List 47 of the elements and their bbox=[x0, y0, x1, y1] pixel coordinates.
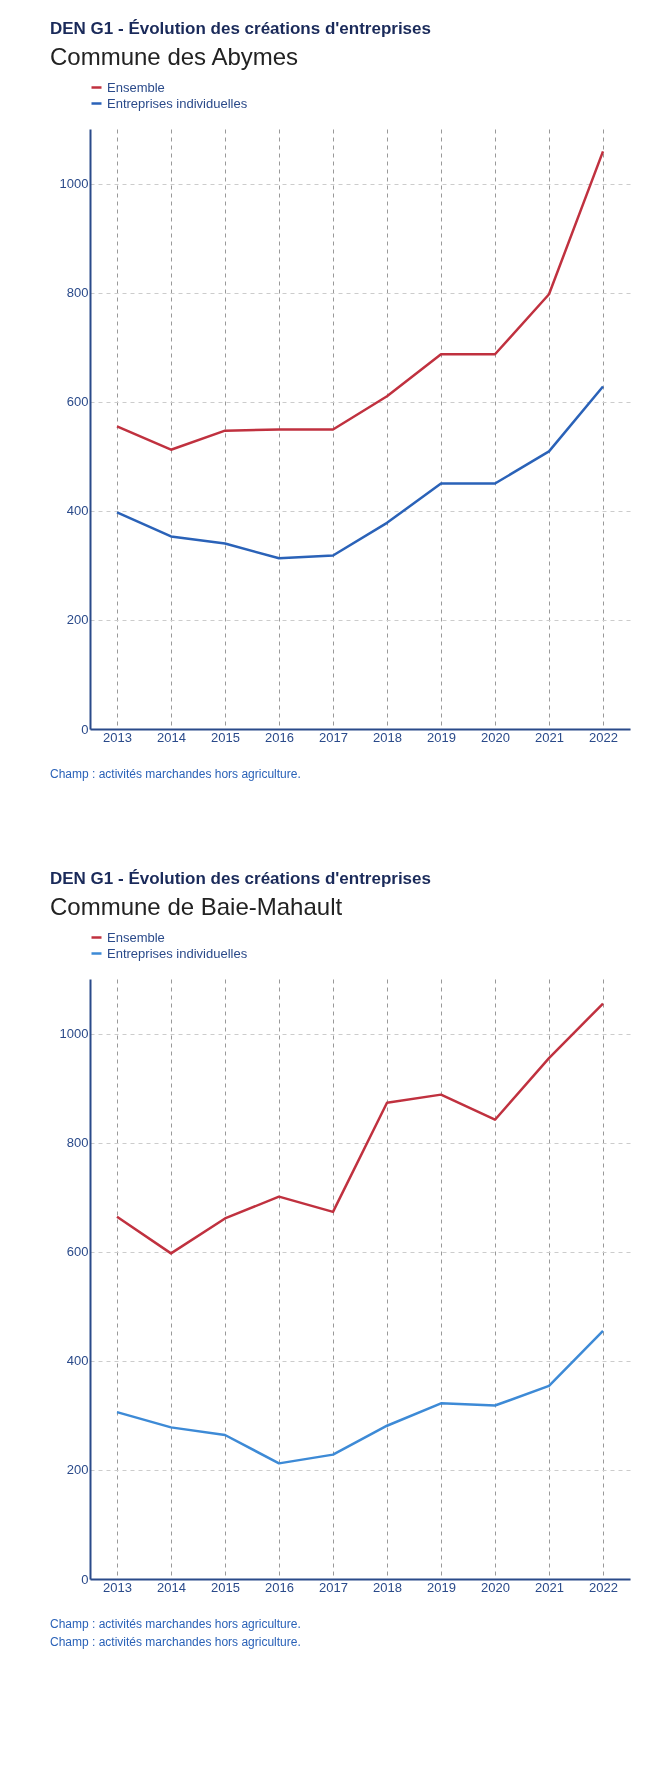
text: Champ : activités marchandes hors agriculture. bbox=[50, 767, 301, 781]
x-tick-label: 2015 bbox=[211, 729, 240, 745]
x-tick-label: 2013 bbox=[103, 729, 132, 745]
x-tick-label: 2020 bbox=[481, 729, 510, 745]
y-tick-label: 200 bbox=[66, 612, 89, 628]
y-tick-label: 400 bbox=[66, 503, 89, 519]
chart-title: DEN G1 - Évolution des créations d'entreprises bbox=[50, 19, 431, 38]
line-series bbox=[115, 1329, 605, 1465]
legend-label: Entreprises individuelles bbox=[107, 945, 248, 961]
y-tick-label: 400 bbox=[66, 1353, 89, 1369]
x-tick-label: 2017 bbox=[319, 1579, 348, 1595]
x-tick-label: 2014 bbox=[157, 729, 186, 745]
x-tick-label: 2014 bbox=[157, 1579, 186, 1595]
chart-subtitle: Commune de Baie-Mahault bbox=[50, 893, 343, 920]
y-tick-label: 600 bbox=[66, 394, 89, 410]
x-tick-label: 2018 bbox=[373, 729, 402, 745]
x-tick-label: 2018 bbox=[373, 1579, 402, 1595]
x-tick-label: 2016 bbox=[265, 729, 294, 745]
line-series bbox=[115, 1002, 605, 1255]
text: Champ : activités marchandes hors agriculture. bbox=[50, 1635, 301, 1649]
chart-title: DEN G1 - Évolution des créations d'entreprises bbox=[50, 869, 431, 888]
legend-label: Ensemble bbox=[107, 79, 165, 95]
x-tick-label: 2022 bbox=[589, 1579, 618, 1595]
legend-label: Ensemble bbox=[107, 929, 165, 945]
x-tick-label: 2021 bbox=[535, 729, 564, 745]
x-tick-label: 2022 bbox=[589, 729, 618, 745]
y-tick-label: 1000 bbox=[59, 1026, 89, 1042]
x-tick-label: 2019 bbox=[427, 729, 456, 745]
x-tick-label: 2021 bbox=[535, 1579, 564, 1595]
legend-label: Entreprises individuelles bbox=[107, 95, 248, 111]
y-tick-label: 1000 bbox=[59, 176, 89, 192]
x-tick-label: 2015 bbox=[211, 1579, 240, 1595]
chart-subtitle: Commune des Abymes bbox=[50, 43, 299, 70]
line-series bbox=[115, 150, 605, 451]
x-tick-label: 2016 bbox=[265, 1579, 294, 1595]
x-tick-label: 2017 bbox=[319, 729, 348, 745]
x-tick-label: 2013 bbox=[103, 1579, 132, 1595]
y-tick-label: 600 bbox=[66, 1244, 89, 1260]
y-tick-label: 800 bbox=[66, 1135, 89, 1151]
x-tick-label: 2019 bbox=[427, 1579, 456, 1595]
y-tick-label: 0 bbox=[81, 1571, 89, 1587]
y-tick-label: 200 bbox=[66, 1462, 89, 1478]
y-tick-label: 0 bbox=[81, 721, 89, 737]
x-tick-label: 2020 bbox=[481, 1579, 510, 1595]
line-series bbox=[115, 385, 605, 560]
y-tick-label: 800 bbox=[66, 285, 89, 301]
text: Champ : activités marchandes hors agriculture. bbox=[50, 1617, 301, 1631]
